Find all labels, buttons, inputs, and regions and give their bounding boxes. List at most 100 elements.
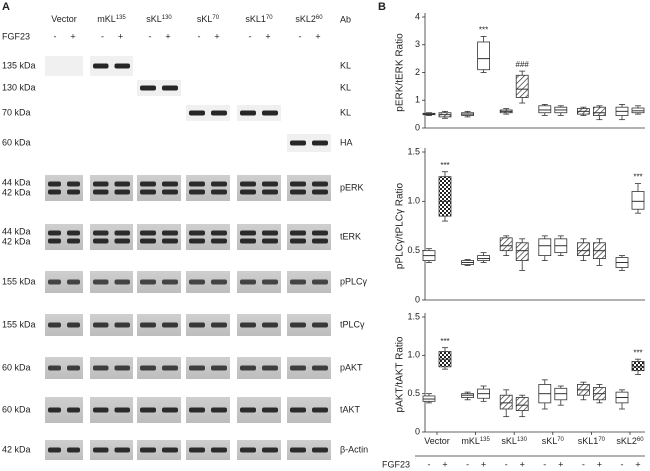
fgf23-sign: - bbox=[198, 31, 201, 41]
panel-letter: B bbox=[378, 1, 386, 13]
blot-band bbox=[290, 230, 306, 236]
series-label: + bbox=[558, 459, 563, 469]
blot-panel bbox=[45, 314, 83, 336]
lane-label: mKL135 bbox=[97, 14, 126, 24]
y-tick-label: 0 bbox=[415, 426, 420, 436]
blot-panel bbox=[137, 271, 181, 293]
panel-letter: A bbox=[2, 1, 10, 13]
blot-band bbox=[93, 322, 109, 328]
y-tick-label: 1 bbox=[415, 95, 420, 105]
fgf23-sign: - bbox=[101, 31, 104, 41]
blot-band bbox=[162, 322, 178, 328]
antibody-label: pAKT bbox=[340, 362, 363, 372]
blot-band bbox=[290, 181, 306, 187]
lane-label: sKL170 bbox=[245, 14, 273, 24]
blot-band bbox=[114, 238, 130, 244]
blot-panel bbox=[45, 271, 83, 293]
blot-band bbox=[290, 407, 306, 413]
lane-label-sup: 60 bbox=[316, 15, 323, 21]
blot-panel bbox=[137, 224, 181, 250]
blot-band bbox=[290, 279, 306, 285]
blot-band bbox=[312, 230, 328, 236]
blot-band bbox=[211, 238, 227, 244]
blot-band bbox=[140, 238, 156, 244]
blot-band bbox=[67, 230, 80, 236]
significance: *** bbox=[479, 26, 488, 35]
blot-band bbox=[262, 110, 278, 116]
lane-label-base: sKL2 bbox=[295, 14, 316, 24]
lane-label-sup: 135 bbox=[116, 15, 127, 21]
blot-band bbox=[162, 181, 178, 187]
x-tick-label: sKL170 bbox=[578, 436, 606, 446]
blot-panel bbox=[287, 271, 331, 293]
blot-band bbox=[93, 181, 109, 187]
blot-band bbox=[114, 181, 130, 187]
blot-band bbox=[140, 365, 156, 371]
blot-band bbox=[211, 230, 227, 236]
blot-band bbox=[140, 189, 156, 195]
blot-panel bbox=[186, 175, 230, 201]
blot-band bbox=[162, 279, 178, 285]
lane-label-sup: 70 bbox=[266, 15, 273, 21]
kda-label: 44 kDa bbox=[2, 177, 31, 187]
blot-panel bbox=[45, 56, 83, 76]
blot-band bbox=[114, 322, 130, 328]
blot-band bbox=[140, 85, 156, 91]
blot-band bbox=[211, 365, 227, 371]
blot-band bbox=[67, 365, 80, 371]
box bbox=[538, 238, 552, 256]
blot-band bbox=[114, 230, 130, 236]
box bbox=[577, 242, 590, 256]
kda-label: 135 kDa bbox=[2, 60, 36, 70]
x-tick-label-sup: 70 bbox=[557, 437, 564, 443]
blot-panel bbox=[90, 271, 133, 293]
lane-label: Vector bbox=[51, 14, 77, 24]
blot-band bbox=[312, 447, 328, 453]
box bbox=[477, 41, 491, 71]
x-tick-label-sup: 130 bbox=[517, 437, 528, 443]
blot-band bbox=[290, 189, 306, 195]
blot-band bbox=[114, 447, 130, 453]
blot-panel bbox=[287, 440, 331, 460]
kda-label: 42 kDa bbox=[2, 236, 31, 246]
fgf23-sign: + bbox=[315, 31, 320, 41]
box bbox=[593, 106, 606, 116]
box bbox=[438, 176, 452, 217]
kda-label: 44 kDa bbox=[2, 226, 31, 236]
blot-band bbox=[48, 230, 61, 236]
blot-band bbox=[67, 407, 80, 413]
blot-panel bbox=[45, 357, 83, 379]
blot-panel bbox=[90, 175, 133, 201]
blot-band bbox=[67, 189, 80, 195]
blot-panel bbox=[90, 440, 133, 460]
blot-panel bbox=[287, 224, 331, 250]
antibody-label: tPLCγ bbox=[340, 319, 365, 329]
box bbox=[631, 191, 645, 210]
blot-band bbox=[240, 238, 256, 244]
x-tick-label: mKL135 bbox=[461, 436, 490, 446]
box bbox=[499, 394, 513, 410]
blot-band bbox=[211, 110, 227, 116]
fgf23-sign: - bbox=[249, 31, 252, 41]
ab-label: Ab bbox=[340, 14, 351, 24]
y-axis-title: pAKT/tAKT Ratio bbox=[395, 336, 406, 412]
x-tick-label-base: sKL bbox=[501, 436, 517, 446]
x-tick-label: sKL260 bbox=[616, 436, 644, 446]
blot-panel bbox=[90, 224, 133, 250]
blot-band bbox=[189, 322, 205, 328]
blot-panel bbox=[287, 134, 331, 152]
blot-band bbox=[48, 181, 61, 187]
blot-band bbox=[93, 447, 109, 453]
kda-label: 60 kDa bbox=[2, 404, 31, 414]
fgf23-sign: - bbox=[149, 31, 152, 41]
y-axis-title: pPLCγ/tPLCγ Ratio bbox=[395, 182, 406, 269]
kda-label: 155 kDa bbox=[2, 276, 36, 286]
fgf23-sign: + bbox=[214, 31, 219, 41]
blot-band bbox=[67, 447, 80, 453]
blot-band bbox=[290, 238, 306, 244]
series-label: - bbox=[621, 459, 624, 469]
blot-band bbox=[240, 407, 256, 413]
blot-panel bbox=[137, 314, 181, 336]
lane-label-sup: 70 bbox=[212, 15, 219, 21]
